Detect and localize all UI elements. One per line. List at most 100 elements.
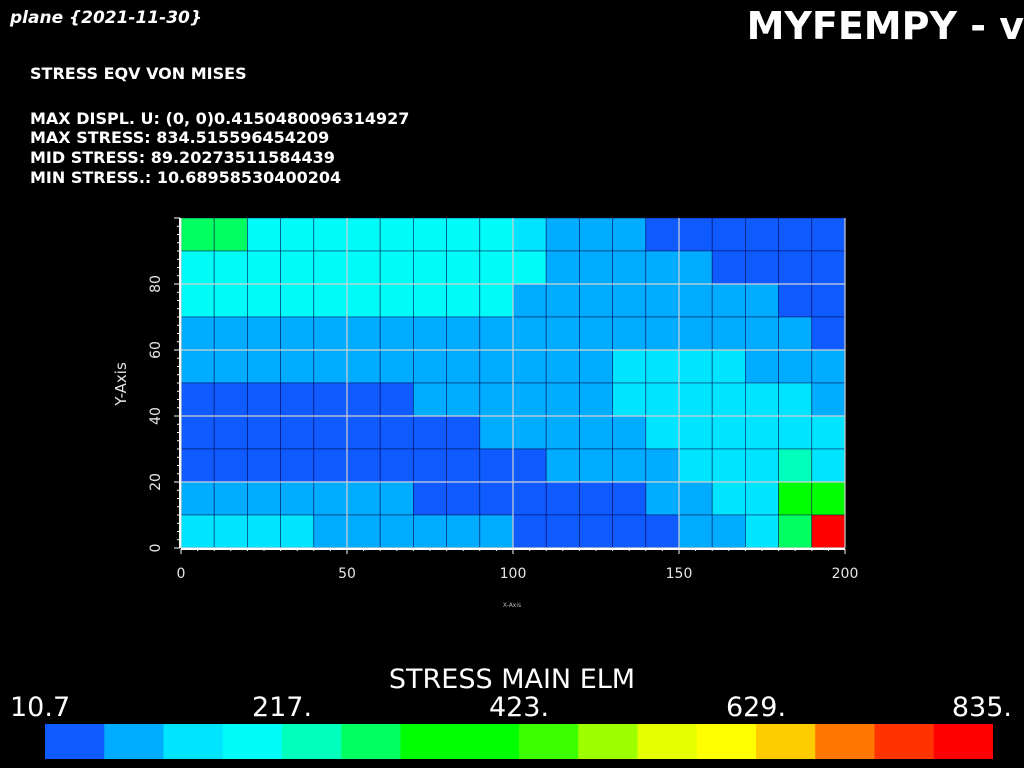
- heatmap-cell: [480, 416, 513, 449]
- heatmap-cell: [579, 482, 612, 515]
- heatmap-cell: [214, 515, 247, 548]
- heatmap-cell: [413, 515, 446, 548]
- heatmap-cell: [513, 317, 546, 350]
- heatmap-cell: [347, 317, 380, 350]
- heatmap-cell: [281, 251, 314, 284]
- colorbar-swatch: [164, 724, 224, 759]
- heatmap-cell: [347, 515, 380, 548]
- heatmap-cell: [579, 251, 612, 284]
- heatmap-cell: [812, 218, 845, 251]
- heatmap-cell: [779, 218, 812, 251]
- heatmap-cell: [247, 251, 280, 284]
- heatmap-cell: [779, 350, 812, 383]
- heatmap-cell: [247, 383, 280, 416]
- heatmap-cell: [281, 482, 314, 515]
- heatmap-cell: [812, 515, 845, 548]
- heatmap-cell: [181, 350, 214, 383]
- heatmap-cell: [513, 416, 546, 449]
- heatmap-cell: [380, 449, 413, 482]
- heatmap-cell: [347, 251, 380, 284]
- heatmap-cell: [613, 350, 646, 383]
- heatmap-cell: [579, 383, 612, 416]
- colorbar-swatch: [341, 724, 401, 759]
- heatmap-cell: [214, 383, 247, 416]
- heatmap-cell: [546, 284, 579, 317]
- heatmap-cell: [779, 383, 812, 416]
- heatmap-cell: [679, 218, 712, 251]
- heatmap-cell: [380, 251, 413, 284]
- heatmap-cell: [413, 482, 446, 515]
- heatmap-cell: [579, 449, 612, 482]
- heatmap-cell: [347, 383, 380, 416]
- heatmap-cell: [779, 482, 812, 515]
- heatmap-cell: [480, 251, 513, 284]
- heatmap-cell: [214, 251, 247, 284]
- colorbar-title: STRESS MAIN ELM: [0, 664, 1024, 695]
- heatmap-cell: [181, 284, 214, 317]
- heatmap-cell: [546, 449, 579, 482]
- x-tick-label: 200: [832, 566, 859, 582]
- colorbar-swatch: [282, 724, 342, 759]
- heatmap-cell: [413, 284, 446, 317]
- heatmap-cell: [613, 515, 646, 548]
- y-tick-label: 0: [148, 544, 164, 553]
- heatmap-cell: [745, 482, 778, 515]
- colorbar: [45, 724, 993, 759]
- heatmap-cell: [779, 284, 812, 317]
- heatmap-cell: [712, 317, 745, 350]
- heatmap-cell: [480, 317, 513, 350]
- colorbar-tick-label: 217.: [252, 692, 312, 723]
- heatmap-cell: [513, 284, 546, 317]
- heatmap-cell: [513, 482, 546, 515]
- heatmap-cell: [613, 416, 646, 449]
- heatmap-cell: [546, 350, 579, 383]
- heatmap-cell: [314, 416, 347, 449]
- heatmap-cell: [247, 317, 280, 350]
- heatmap-cell: [613, 284, 646, 317]
- colorbar-swatch: [934, 724, 993, 759]
- heatmap-cell: [546, 416, 579, 449]
- heatmap-cell: [679, 515, 712, 548]
- heatmap-cell: [181, 383, 214, 416]
- heatmap-cell: [745, 449, 778, 482]
- heatmap-cell: [281, 284, 314, 317]
- heatmap-cell: [546, 515, 579, 548]
- y-tick-label: 80: [148, 275, 164, 293]
- heatmap-cell: [779, 251, 812, 284]
- colorbar-swatch: [45, 724, 105, 759]
- heatmap-cell: [447, 515, 480, 548]
- colorbar-tick-label: 835.: [952, 692, 1012, 723]
- heatmap-cell: [712, 383, 745, 416]
- y-tick-label: 20: [148, 473, 164, 491]
- heatmap-cell: [480, 284, 513, 317]
- colorbar-swatch: [697, 724, 757, 759]
- colorbar-swatch: [401, 724, 461, 759]
- heatmap-cell: [347, 218, 380, 251]
- heatmap-cell: [513, 449, 546, 482]
- heatmap-cell: [480, 515, 513, 548]
- heatmap-cell: [646, 251, 679, 284]
- heatmap-cell: [812, 251, 845, 284]
- heatmap-cell: [247, 284, 280, 317]
- heatmap-cell: [646, 515, 679, 548]
- heatmap-cell: [712, 416, 745, 449]
- heatmap-cell: [247, 449, 280, 482]
- colorbar-swatch: [578, 724, 638, 759]
- heatmap-cell: [712, 218, 745, 251]
- heatmap-cell: [712, 284, 745, 317]
- x-tick-label: 0: [177, 566, 186, 582]
- heatmap-cell: [513, 515, 546, 548]
- heatmap-cell: [380, 482, 413, 515]
- heatmap-cell: [314, 218, 347, 251]
- heatmap-cell: [214, 482, 247, 515]
- heatmap-cell: [314, 350, 347, 383]
- heatmap-cell: [247, 482, 280, 515]
- heatmap-cell: [413, 383, 446, 416]
- heatmap-cell: [745, 350, 778, 383]
- heatmap-cell: [380, 284, 413, 317]
- colorbar-swatch: [519, 724, 579, 759]
- heatmap-cell: [646, 482, 679, 515]
- heatmap-cell: [745, 218, 778, 251]
- heatmap-cell: [447, 251, 480, 284]
